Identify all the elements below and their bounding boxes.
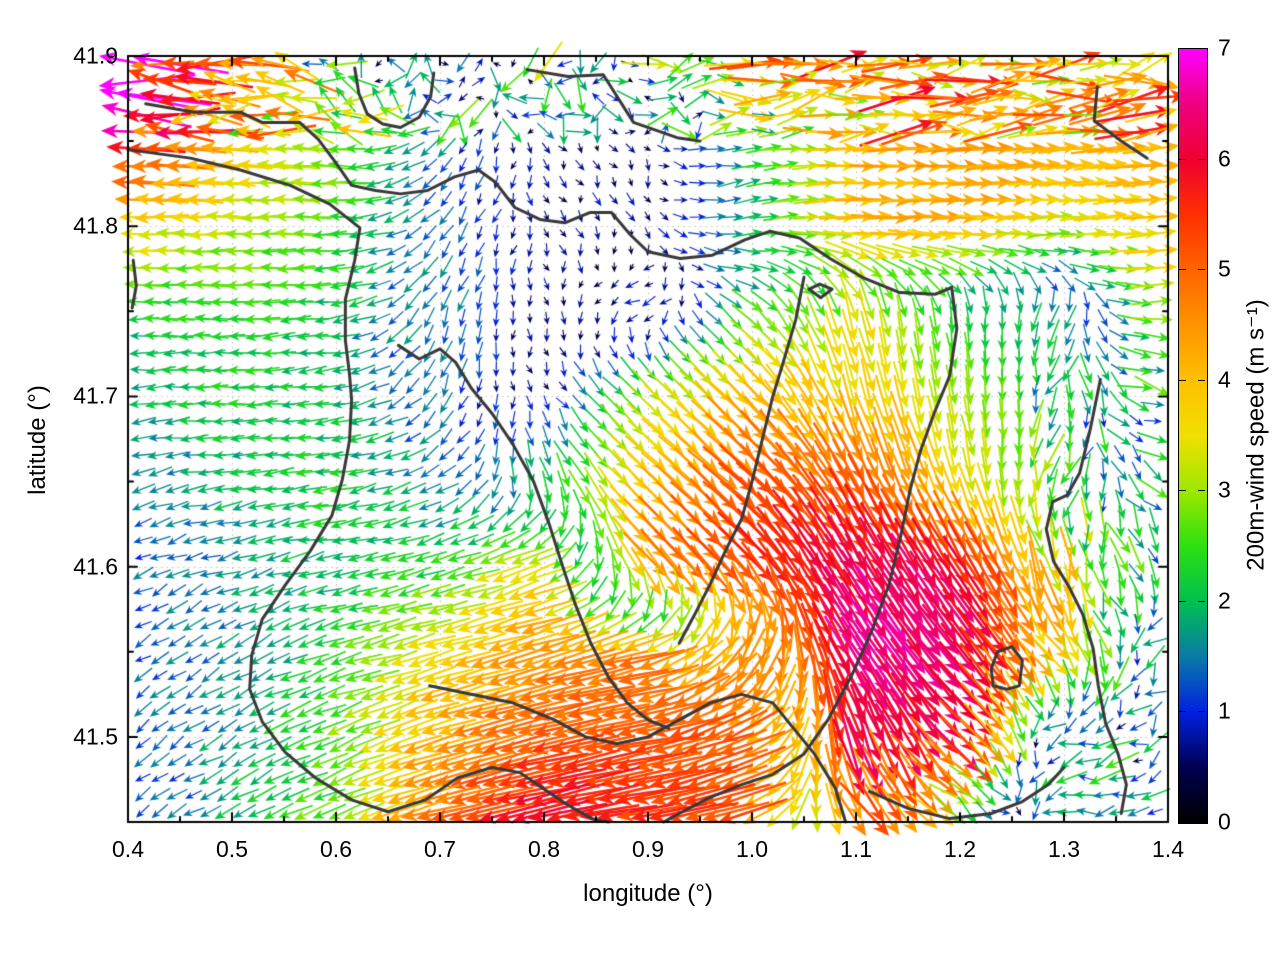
colorbar-tick-dash <box>1179 490 1186 492</box>
x-axis-label: longitude (°) <box>583 880 713 907</box>
colorbar-tick-dash <box>1198 379 1205 381</box>
colorbar-tick-dash <box>1179 600 1186 602</box>
colorbar-tick-label: 6 <box>1218 145 1231 172</box>
colorbar-tick-dash <box>1198 490 1205 492</box>
y-tick-label: 41.7 <box>73 382 118 409</box>
colorbar-tick-label: 4 <box>1218 366 1231 393</box>
x-tick-label: 1.0 <box>736 836 768 862</box>
colorbar-gradient <box>1179 49 1207 823</box>
colorbar-tick-dash <box>1179 379 1186 381</box>
colorbar-tick-label: 2 <box>1218 587 1231 614</box>
colorbar-tick-dash <box>1198 711 1205 713</box>
y-axis-label: latitude (°) <box>24 385 51 495</box>
colorbar-tick-label: 3 <box>1218 476 1231 503</box>
colorbar-tick-label: 0 <box>1218 808 1231 835</box>
colorbar <box>1178 48 1208 824</box>
y-tick-label: 41.5 <box>73 723 118 750</box>
colorbar-tick-dash <box>1198 158 1205 160</box>
colorbar-tick-label: 7 <box>1218 34 1231 61</box>
colorbar-tick-dash <box>1179 158 1186 160</box>
colorbar-tick-label: 1 <box>1218 697 1231 724</box>
y-tick-label: 41.8 <box>73 212 118 239</box>
x-tick-label: 0.6 <box>320 836 352 862</box>
y-tick-label: 41.6 <box>73 553 118 580</box>
colorbar-tick-dash <box>1198 600 1205 602</box>
x-tick-label: 0.4 <box>112 836 144 862</box>
colorbar-tick-label: 5 <box>1218 255 1231 282</box>
x-tick-label: 1.4 <box>1152 836 1184 862</box>
colorbar-tick-dash <box>1179 269 1186 271</box>
colorbar-tick-dash <box>1179 711 1186 713</box>
colorbar-tick-dash <box>1198 269 1205 271</box>
x-tick-label: 1.1 <box>840 836 872 862</box>
x-tick-label: 0.7 <box>424 836 456 862</box>
x-tick-label: 1.2 <box>944 836 976 862</box>
x-tick-label: 0.8 <box>528 836 560 862</box>
y-tick-label: 41.9 <box>73 42 118 69</box>
colorbar-label: 200m-wind speed (m s⁻¹) <box>1242 299 1270 571</box>
x-tick-label: 0.9 <box>632 836 664 862</box>
x-tick-label: 1.3 <box>1048 836 1080 862</box>
x-tick-label: 0.5 <box>216 836 248 862</box>
